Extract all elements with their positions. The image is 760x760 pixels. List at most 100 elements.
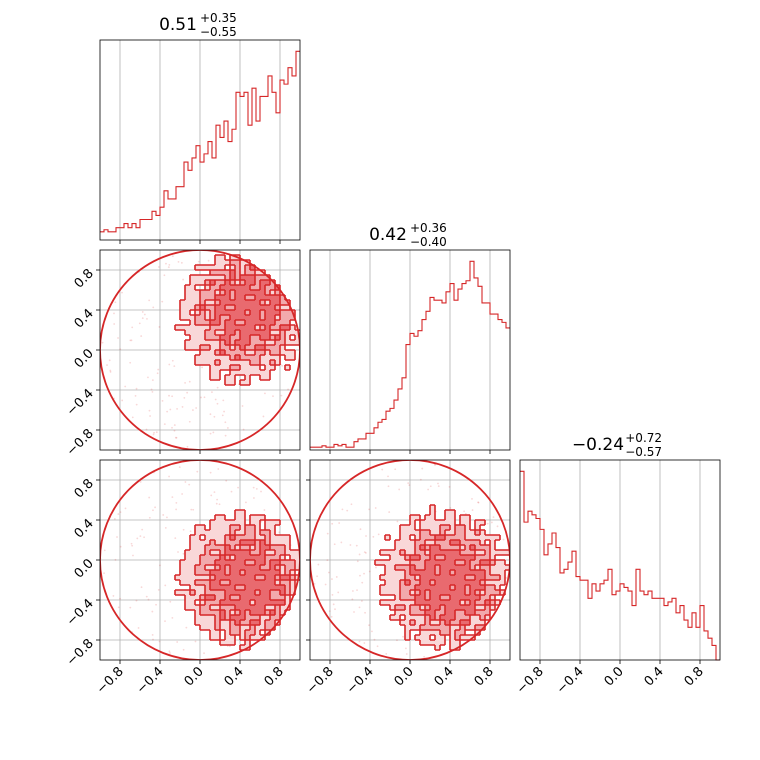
contour-panel-1-level-cell — [255, 530, 261, 536]
contour-panel-2-sample-point — [333, 543, 336, 546]
contour-panel-0-level-cell — [195, 295, 201, 301]
contour-panel-1-level-cell — [250, 565, 256, 571]
contour-panel-2-level-cell — [490, 545, 496, 551]
contour-panel-1-level-cell — [240, 545, 246, 551]
contour-panel-0-sample-point — [223, 410, 225, 413]
contour-panel-1-level-cell — [200, 530, 206, 536]
contour-panel-2-level-cell — [465, 530, 471, 536]
contour-panel-2-level-cell — [395, 560, 401, 566]
contour-panel-2-level-cell — [440, 585, 446, 591]
contour-panel-2-sample-point — [408, 484, 411, 486]
contour-panel-2-sample-point — [328, 610, 331, 613]
contour-panel-2-level-cell — [425, 585, 431, 591]
contour-panel-0-level-cell — [225, 340, 231, 346]
contour-panel-2-level-cell — [465, 575, 471, 581]
contour-panel-1-level-cell — [200, 585, 206, 591]
contour-panel-0-level-cell — [200, 350, 206, 356]
contour-panel-1-level-cell — [265, 525, 271, 531]
contour-panel-0-level-cell — [220, 330, 226, 336]
contour-panel-1-level-cell — [280, 585, 286, 591]
contour-panel-2-level-cell — [395, 615, 401, 621]
contour-panel-2-level-cell — [430, 600, 436, 606]
contour-panel-1-sample-point — [210, 494, 213, 497]
contour-panel-1-sample-point — [164, 620, 166, 623]
contour-panel-2-sample-point — [477, 501, 480, 504]
contour-panel-0-sample-point — [101, 341, 104, 344]
contour-panel-2-level-cell — [420, 520, 426, 526]
contour-panel-0-level-cell — [200, 280, 206, 286]
contour-panel-1-sample-point — [166, 516, 168, 519]
contour-panel-0-level-cell — [185, 305, 191, 311]
contour-panel-2-level-cell — [480, 570, 486, 576]
contour-panel-0-level-cell — [235, 285, 241, 291]
contour-panel-2-level-cell — [410, 580, 416, 586]
contour-panel-1-level-cell — [265, 555, 271, 561]
contour-panel-0-level-cell — [245, 350, 251, 356]
contour-panel-1-level-cell — [220, 560, 226, 566]
contour-panel-0-level-cell — [185, 315, 191, 321]
contour-panel-2-level-cell — [495, 570, 501, 576]
contour-panel-1-level-cell — [290, 560, 296, 566]
contour-panel-2-level-cell — [455, 615, 461, 621]
contour-panel-1-level-cell — [280, 570, 286, 576]
contour-panel-2-level-cell — [445, 560, 451, 566]
contour-panel-1-level-cell — [275, 535, 281, 541]
contour-panel-0-sample-point — [109, 371, 112, 373]
contour-panel-1-level-cell — [255, 550, 261, 556]
contour-panel-2-level-cell — [405, 635, 411, 641]
contour-panel-2-sample-point — [364, 611, 366, 614]
contour-panel-1-sample-point — [209, 471, 212, 474]
contour-panel-1-level-cell — [190, 570, 196, 576]
contour-panel-0-level-cell — [195, 265, 201, 271]
contour-panel-2-level-cell — [485, 605, 491, 611]
contour-panel-0-level-cell — [230, 350, 236, 356]
contour-panel-2-level-cell — [445, 545, 451, 551]
contour-panel-1-level-cell — [275, 520, 281, 526]
contour-panel-2-level-cell — [460, 590, 466, 596]
contour-panel-2-level-cell — [465, 590, 471, 596]
contour-panel-1-level-cell — [255, 575, 261, 581]
contour-panel-0-level-cell — [230, 280, 236, 286]
contour-panel-0-level-cell — [195, 305, 201, 311]
hist-panel-0-title-plus: +0.35 — [200, 11, 237, 25]
contour-panel-2-level-cell — [430, 595, 436, 601]
contour-panel-2-level-cell — [415, 620, 421, 626]
contour-panel-1-level-cell — [250, 600, 256, 606]
contour-panel-0-level-cell — [260, 350, 266, 356]
contour-panel-2-level-cell — [415, 635, 421, 641]
contour-panel-2-level-cell — [415, 540, 421, 546]
contour-panel-2-level-cell — [475, 545, 481, 551]
contour-panel-2-level-cell — [490, 605, 496, 611]
contour-panel-2-sample-point — [363, 642, 366, 644]
contour-panel-2-level-cell — [460, 610, 466, 616]
contour-panel-1-level-cell — [255, 590, 261, 596]
contour-panel-0-level-cell — [295, 330, 300, 336]
contour-panel-0-level-cell — [240, 350, 246, 356]
contour-panel-0-sample-point — [158, 326, 161, 328]
contour-panel-0-level-cell — [250, 265, 256, 271]
contour-panel-0-sample-point — [131, 326, 134, 329]
contour-panel-0-level-cell — [250, 310, 256, 316]
contour-panel-1-level-cell — [225, 605, 231, 611]
contour-panel-1-level-cell — [290, 550, 296, 556]
contour-panel-0-level-cell — [265, 330, 271, 336]
contour-panel-0-level-cell — [215, 340, 221, 346]
contour-panel-2-level-cell — [425, 535, 431, 541]
contour-panel-2-level-cell — [430, 565, 436, 571]
contour-panel-1-sample-point — [130, 542, 133, 545]
contour-panel-2-level-cell — [435, 595, 441, 601]
contour-panel-2-level-cell — [450, 630, 456, 636]
contour-panel-0-level-cell — [245, 285, 251, 291]
contour-panel-1-level-cell — [255, 600, 261, 606]
contour-panel-0-level-cell — [190, 275, 196, 281]
contour-panel-2-level-cell — [425, 575, 431, 581]
contour-panel-2-level-cell — [450, 605, 456, 611]
contour-panel-1-level-cell — [215, 595, 221, 601]
contour-panel-2-sample-point — [353, 611, 355, 613]
contour-panel-2-level-cell — [420, 610, 426, 616]
contour-panel-1-level-cell — [215, 565, 221, 571]
contour-panel-2-sample-point — [340, 541, 343, 544]
contour-panel-1-sample-point — [178, 466, 181, 469]
contour-panel-0-level-cell — [220, 290, 226, 296]
contour-panel-0-level-cell — [290, 350, 296, 356]
